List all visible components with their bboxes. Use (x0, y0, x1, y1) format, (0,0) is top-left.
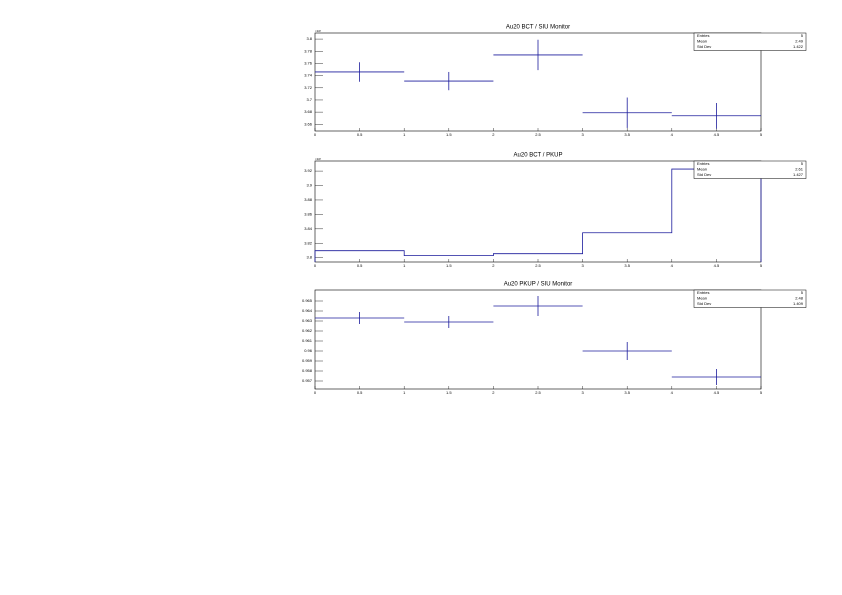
stats-box (693, 160, 807, 179)
stats-value: 5 (801, 161, 804, 166)
y-tick-label: 0.962 (302, 328, 313, 333)
x-tick-label: 4.5 (714, 390, 720, 395)
chart-title: Au20 BCT / PKUP (514, 153, 563, 159)
x-tick-label: 3 (581, 390, 584, 395)
chart-title: Au20 PKUP / SIU Monitor (504, 282, 573, 288)
stats-label: Mean (697, 167, 707, 172)
y-tick-label: 3.82 (304, 240, 313, 245)
stats-value: 2.49 (795, 39, 804, 44)
x-tick-label: 0 (314, 390, 317, 395)
histogram-line (314, 168, 762, 262)
y-tick-label: 0.957 (302, 378, 313, 383)
stats-label: Std Dev (697, 301, 711, 306)
x-tick-label: 5 (760, 390, 763, 395)
y-tick-label: 0.96 (304, 348, 313, 353)
y-tick-label: 0.961 (302, 338, 313, 343)
x-tick-label: 1.5 (446, 132, 452, 137)
y-tick-label: 3.66 (304, 121, 313, 126)
x-tick-label: 2 (492, 263, 495, 268)
x-tick-label: 2.5 (535, 263, 541, 268)
x-tick-label: 0 (314, 132, 317, 137)
x-tick-label: 1 (403, 390, 406, 395)
y-tick-label: 3.68 (304, 109, 313, 114)
x-tick-label: 1.5 (446, 390, 452, 395)
x-tick-label: 0.5 (357, 132, 363, 137)
x-tick-label: 2.5 (535, 390, 541, 395)
y-tick-label: 0.963 (302, 318, 313, 323)
stats-label: Mean (697, 296, 707, 301)
x-tick-label: 4 (671, 263, 674, 268)
stats-label: Entries (697, 33, 709, 38)
stats-label: Std Dev (697, 172, 711, 177)
y-tick-label: 3.7 (306, 97, 312, 102)
x-tick-label: 3 (581, 132, 584, 137)
x-tick-label: 3.5 (624, 132, 630, 137)
x-tick-label: 3.5 (624, 263, 630, 268)
y-tick-label: 3.76 (304, 60, 313, 65)
y-tick-label: 3.78 (304, 48, 313, 53)
x-tick-label: 0 (314, 263, 317, 268)
y-tick-label: 3.8 (306, 255, 312, 260)
y-multiplier: ×10³ (315, 157, 321, 161)
y-tick-label: 0.964 (302, 308, 313, 313)
stats-value: 2.61 (795, 167, 804, 172)
x-tick-label: 1.5 (446, 263, 452, 268)
y-tick-label: 0.959 (302, 358, 313, 363)
y-tick-label: 3.86 (304, 211, 313, 216)
stats-label: Std Dev (697, 44, 711, 49)
x-tick-label: 4.5 (714, 263, 720, 268)
y-tick-label: 3.72 (304, 85, 313, 90)
stats-value: 1.427 (793, 172, 804, 177)
stats-value: 1.422 (793, 44, 804, 49)
stats-value: 5 (801, 290, 804, 295)
x-tick-label: 4 (671, 132, 674, 137)
y-multiplier: ×10³ (315, 29, 321, 33)
stats-value: 2.48 (795, 296, 804, 301)
y-tick-label: 3.92 (304, 168, 313, 173)
x-tick-label: 5 (760, 132, 763, 137)
x-tick-label: 1 (403, 263, 406, 268)
stats-label: Entries (697, 290, 709, 295)
x-tick-label: 2 (492, 132, 495, 137)
x-tick-label: 5 (760, 263, 763, 268)
x-tick-label: 1 (403, 132, 406, 137)
x-tick-label: 2.5 (535, 132, 541, 137)
stats-value: 5 (801, 33, 804, 38)
x-tick-label: 3.5 (624, 390, 630, 395)
x-tick-label: 2 (492, 390, 495, 395)
y-tick-label: 3.8 (306, 36, 312, 41)
x-tick-label: 4 (671, 390, 674, 395)
chart-title: Au20 BCT / SIU Monitor (506, 25, 570, 31)
stats-value: 1.409 (793, 301, 804, 306)
stats-box (693, 289, 807, 308)
y-tick-label: 3.88 (304, 197, 313, 202)
y-tick-label: 3.84 (304, 226, 313, 231)
x-tick-label: 3 (581, 263, 584, 268)
stats-label: Mean (697, 39, 707, 44)
y-tick-label: 0.965 (302, 298, 313, 303)
stats-box (693, 32, 807, 51)
x-tick-label: 4.5 (714, 132, 720, 137)
y-tick-label: 3.74 (304, 73, 313, 78)
x-tick-label: 0.5 (357, 390, 363, 395)
stats-label: Entries (697, 161, 709, 166)
y-tick-label: 3.9 (306, 183, 312, 188)
y-tick-label: 0.958 (302, 368, 313, 373)
x-tick-label: 0.5 (357, 263, 363, 268)
